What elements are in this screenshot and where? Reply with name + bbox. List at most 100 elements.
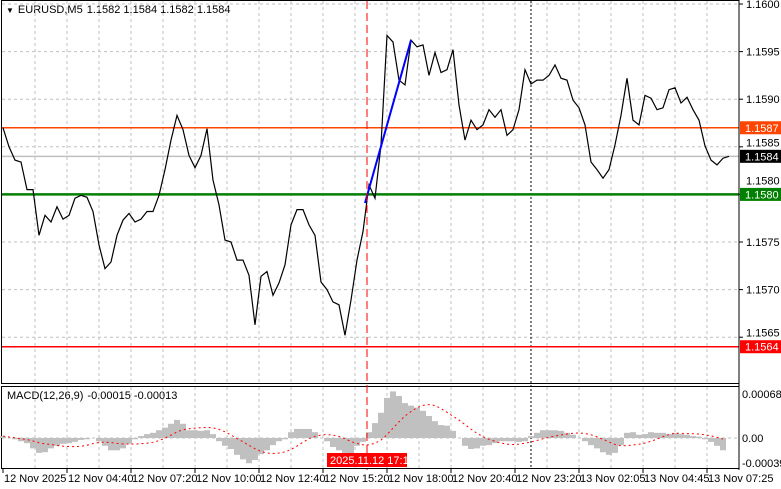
macd-histogram-bar: [282, 438, 288, 440]
macd-histogram-bar: [48, 438, 54, 449]
macd-histogram-bar: [228, 438, 234, 449]
trendline: [364, 39, 412, 204]
macd-histogram-bar: [36, 438, 42, 453]
macd-histogram-bar: [288, 432, 294, 438]
crosshair-time-tag: [327, 453, 407, 467]
macd-histogram-bar: [156, 430, 162, 438]
macd-histogram-bar: [174, 419, 180, 438]
macd-histogram-bar: [144, 434, 150, 438]
macd-histogram-bar: [666, 434, 672, 438]
macd-histogram-bar: [414, 407, 420, 438]
macd-histogram-bar: [654, 432, 660, 438]
macd-histogram-bar: [102, 438, 108, 446]
macd-histogram-bar: [498, 438, 504, 442]
macd-histogram-bar: [192, 430, 198, 438]
macd-histogram-bar: [108, 438, 114, 451]
macd-histogram-bar: [264, 438, 270, 451]
price-level-tag: [740, 149, 781, 163]
x-tick-label: 12 Nov 20:40: [452, 473, 517, 485]
triangle-down-icon[interactable]: ▼: [6, 5, 14, 15]
macd-histogram-bar: [588, 438, 594, 446]
macd-histogram-bar: [168, 423, 174, 438]
macd-histogram-bar: [594, 438, 600, 449]
macd-histogram-bar: [462, 438, 468, 446]
macd-histogram-bar: [96, 438, 102, 442]
macd-histogram-bar: [552, 430, 558, 438]
macd-histogram-bar: [648, 432, 654, 438]
crosshair-time-label: 2025.11.12 17:10: [330, 455, 415, 467]
macd-histogram-bar: [300, 428, 306, 438]
macd-histogram-bar: [336, 438, 342, 451]
macd-histogram-bar: [66, 438, 72, 444]
macd-histogram-bar: [624, 432, 630, 438]
macd-histogram-bar: [216, 438, 222, 442]
macd-histogram-bar: [528, 436, 534, 438]
macd-histogram-bar: [360, 438, 366, 442]
macd-histogram-bar: [18, 438, 24, 442]
price-level-tag: [740, 340, 781, 354]
macd-histogram-bar: [126, 438, 132, 444]
macd-histogram-bar: [426, 416, 432, 438]
macd-histogram-bar: [540, 430, 546, 438]
macd-histogram-bar: [492, 438, 498, 444]
macd-histogram-bar: [468, 438, 474, 449]
macd-histogram-bar: [660, 432, 666, 438]
macd-histogram-bar: [234, 438, 240, 455]
macd-histogram-bar: [30, 438, 36, 449]
macd-histogram-bar: [618, 438, 624, 446]
macd-histogram-bar: [510, 438, 516, 442]
y-tick-label: 1.1580: [746, 175, 780, 187]
macd-histogram-bar: [120, 438, 126, 449]
x-tick-label: 12 Nov 2025: [4, 473, 66, 485]
macd-histogram-bar: [600, 438, 606, 453]
macd-histogram-bar: [408, 405, 414, 438]
macd-histogram-bar: [582, 438, 588, 442]
macd-histogram-bar: [534, 432, 540, 438]
macd-y-tick-label: 0.00: [742, 433, 763, 445]
x-tick-label: 13 Nov 07:25: [708, 473, 773, 485]
macd-histogram-bar: [690, 436, 696, 438]
macd-histogram-bar: [0, 436, 6, 438]
price-level-tag-label: 1.1587: [745, 123, 779, 135]
price-level-tag-label: 1.1564: [745, 342, 779, 354]
macd-histogram-bar: [432, 421, 438, 438]
macd-histogram-bar: [612, 438, 618, 453]
macd-histogram-bar: [354, 438, 360, 446]
macd-histogram-bar: [342, 438, 348, 453]
macd-histogram-bar: [42, 438, 48, 453]
macd-histogram-bar: [384, 397, 390, 438]
main-panel-frame: [1, 0, 740, 384]
price-level-tag: [740, 187, 781, 201]
macd-histogram-bar: [72, 438, 78, 442]
macd-histogram-bar: [546, 430, 552, 438]
macd-histogram-bar: [348, 438, 354, 455]
x-tick-label: 13 Nov 02:05: [580, 473, 645, 485]
y-tick-label: 1.1575: [746, 237, 780, 249]
macd-histogram-bar: [12, 438, 18, 440]
macd-histogram-bar: [522, 438, 528, 442]
macd-histogram-bar: [276, 438, 282, 442]
x-tick-label: 13 Nov 04:45: [644, 473, 709, 485]
macd-histogram-bar: [642, 434, 648, 438]
y-tick-label: 1.1600: [746, 0, 780, 11]
macd-y-tick-label: 0.00068: [742, 389, 781, 401]
price-level-tag: [740, 121, 781, 135]
macd-histogram-bar: [714, 438, 720, 446]
macd-histogram-bar: [720, 438, 726, 451]
macd-histogram-bar: [366, 432, 372, 438]
macd-histogram-bar: [306, 428, 312, 438]
macd-histogram-bar: [672, 432, 678, 438]
macd-histogram-bar: [294, 428, 300, 438]
macd-histogram-bar: [504, 438, 510, 442]
macd-y-tick-label: -0.00039: [742, 458, 781, 470]
macd-histogram-bar: [24, 438, 30, 444]
macd-histogram-bar: [210, 434, 216, 438]
macd-histogram-bar: [630, 432, 636, 438]
macd-histogram-bar: [78, 438, 84, 440]
macd-histogram-bar: [378, 412, 384, 438]
x-tick-label: 12 Nov 12:40: [260, 473, 325, 485]
price-level-tag-label: 1.1580: [745, 189, 779, 201]
macd-histogram-bar: [390, 391, 396, 438]
x-tick-label: 12 Nov 18:00: [388, 473, 453, 485]
